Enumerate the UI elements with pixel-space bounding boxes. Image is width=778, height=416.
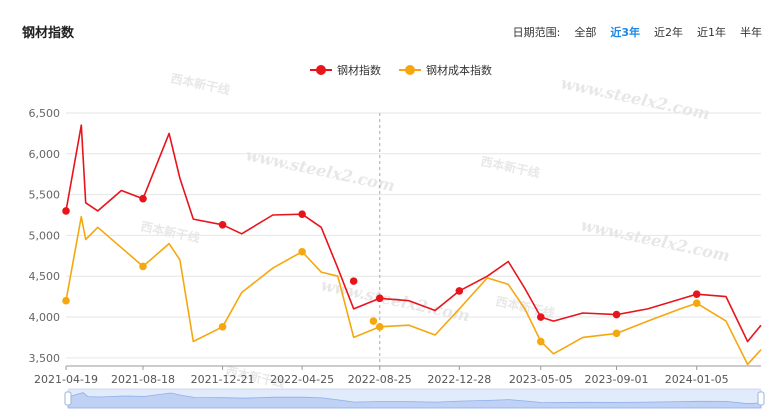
steel-data-point[interactable]: [375, 294, 384, 303]
watermark-url: www.steelx2.com: [579, 215, 731, 265]
legend-item-cost[interactable]: 钢材成本指数: [399, 62, 492, 78]
zoom-handle-right[interactable]: [757, 391, 765, 406]
chart-legend: 钢材指数 钢材成本指数: [310, 62, 492, 78]
steel-data-point[interactable]: [612, 310, 621, 319]
watermark-brand: 西本新干线: [169, 70, 231, 97]
legend-cost-label: 钢材成本指数: [426, 64, 492, 77]
x-tick-label: 2021-04-19: [34, 373, 98, 386]
y-tick-label: 4,500: [29, 270, 61, 283]
cost-data-point[interactable]: [369, 317, 378, 325]
legend-steel-label: 钢材指数: [337, 64, 381, 77]
cost-data-point[interactable]: [62, 296, 70, 305]
cost-data-point[interactable]: [139, 262, 147, 271]
watermark-brand: 西本新干线: [494, 293, 556, 320]
x-tick-label: 2021-12-21: [191, 373, 255, 386]
watermark-url: www.steelx2.com: [244, 145, 396, 195]
steel-data-point[interactable]: [536, 313, 545, 321]
x-tick-label: 2023-05-05: [509, 373, 573, 386]
x-tick-label: 2022-12-28: [427, 373, 491, 386]
watermark-layer: www.steelx2.com www.steelx2.com www.stee…: [139, 70, 731, 390]
series-layer: [62, 124, 762, 366]
legend-item-steel[interactable]: 钢材指数: [310, 62, 381, 78]
x-axis: 2021-04-19 2021-08-18 2021-12-21 2022-04-25…: [34, 365, 761, 386]
y-tick-label: 3,500: [29, 352, 61, 365]
y-tick-label: 6,000: [29, 148, 61, 161]
y-tick-label: 6,500: [29, 107, 61, 120]
y-tick-label: 5,000: [29, 229, 61, 242]
steel-data-point[interactable]: [298, 210, 306, 218]
cost-data-point[interactable]: [298, 247, 306, 256]
y-tick-label: 4,000: [29, 311, 61, 324]
steel-data-point[interactable]: [455, 287, 464, 295]
zoom-selection: [68, 389, 761, 408]
grid-lines: [66, 112, 761, 359]
watermark-brand: 西本新干线: [139, 218, 201, 245]
page-title: 钢材指数: [22, 26, 75, 41]
x-tick-label: 2023-09-01: [585, 373, 649, 386]
range-option-6m[interactable]: 半年: [740, 26, 762, 39]
watermark-brand: 西本新干线: [479, 153, 541, 180]
date-range-label: 日期范围:: [512, 26, 561, 39]
x-tick-label: 2024-01-05: [665, 373, 729, 386]
steel-data-point[interactable]: [139, 194, 147, 203]
x-tick-label: 2022-08-25: [348, 373, 412, 386]
date-range-selector: 日期范围: 全部 近3年 近2年 近1年 半年: [513, 24, 762, 40]
cost-data-point[interactable]: [692, 299, 701, 307]
cost-data-point[interactable]: [218, 323, 227, 331]
legend-cost-marker-icon: [399, 65, 421, 75]
cost-data-point[interactable]: [375, 323, 384, 331]
zoom-handle-left[interactable]: [64, 391, 72, 406]
range-option-all[interactable]: 全部: [574, 26, 597, 39]
steel-data-point[interactable]: [62, 207, 70, 215]
range-option-2y[interactable]: 近2年: [654, 26, 683, 39]
x-tick-label: 2021-08-18: [111, 373, 175, 386]
steel-data-point[interactable]: [218, 221, 227, 229]
range-option-3y[interactable]: 近3年: [610, 26, 640, 39]
x-tick-label: 2022-04-25: [270, 373, 334, 386]
data-zoom-slider: [64, 388, 765, 409]
steel-data-point[interactable]: [692, 290, 701, 298]
range-option-1y[interactable]: 近1年: [697, 26, 726, 39]
legend-steel-marker-icon: [310, 65, 332, 75]
zoom-preview-area: [67, 392, 762, 409]
watermark-url: www.steelx2.com: [559, 73, 711, 123]
y-tick-label: 5,500: [29, 189, 61, 202]
cost-data-point[interactable]: [612, 329, 621, 338]
y-axis: 6,500 6,000 5,500 5,000 4,500 4,000 3,500: [29, 107, 61, 365]
steel-data-point[interactable]: [349, 277, 358, 285]
cost-data-point[interactable]: [536, 337, 545, 346]
